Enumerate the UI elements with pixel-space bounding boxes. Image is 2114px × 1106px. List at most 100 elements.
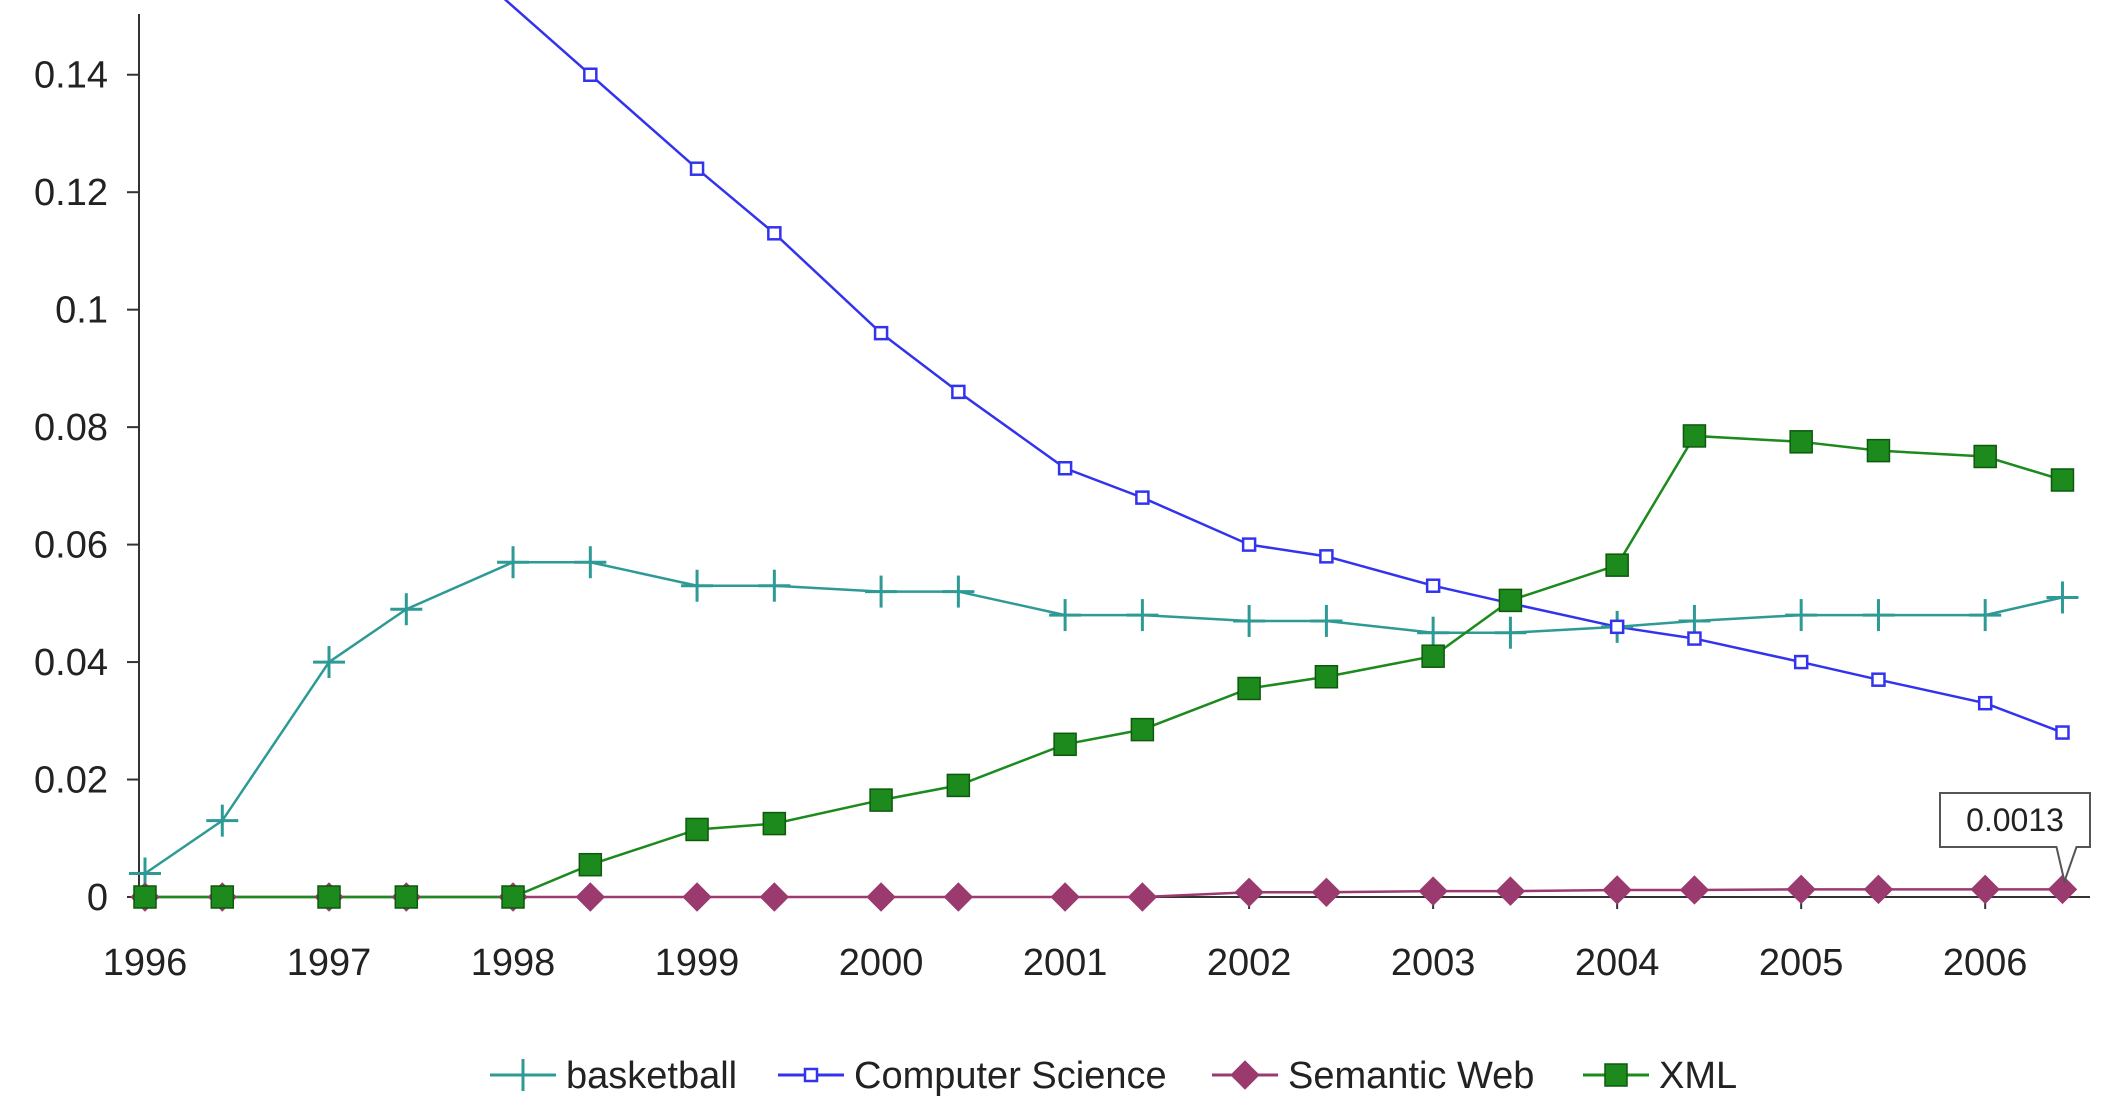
x-tick-label: 1996 — [103, 942, 188, 984]
computer-science-point — [951, 384, 966, 400]
xml-point — [1789, 430, 1813, 454]
semantic-web-point — [1602, 875, 1632, 905]
basketball-point — [1233, 604, 1266, 637]
x-tick-label: 2002 — [1207, 942, 1292, 984]
xml-point — [946, 773, 971, 798]
computer-science-point — [1687, 631, 1702, 646]
semantic-web-point — [1970, 874, 2000, 905]
xml-point — [1973, 444, 1997, 469]
computer-science-point — [1871, 672, 1886, 687]
basketball-point — [1969, 599, 2002, 632]
computer-science-point — [2055, 725, 2070, 740]
semantic-web-point — [1311, 877, 1342, 908]
y-tick-label: 0.02 — [34, 760, 108, 802]
xml-point — [762, 811, 787, 836]
legend-item-semantic-web: Semantic Web — [1212, 1055, 1534, 1097]
xml-point — [1421, 644, 1445, 668]
computer-science-point — [583, 67, 598, 82]
basketball-point — [2046, 581, 2079, 614]
legend-label: Semantic Web — [1288, 1055, 1534, 1097]
computer-science-point — [1319, 549, 1334, 564]
legend-swatch-marker — [803, 1067, 819, 1083]
xml-point — [317, 885, 341, 909]
semantic-web-point — [575, 882, 606, 912]
xml-point — [1498, 588, 1523, 613]
x-tick-label: 2000 — [839, 942, 924, 984]
xml-point — [210, 885, 235, 909]
xml-point — [578, 852, 603, 877]
computer-science-point — [1425, 578, 1441, 593]
y-tick-label: 0.04 — [34, 642, 108, 684]
x-tick-label: 2004 — [1575, 942, 1660, 984]
callout-box — [1939, 792, 2091, 885]
x-tick-label: 2001 — [1023, 942, 1108, 984]
semantic-web-point — [1863, 874, 1894, 905]
basketball-point — [1049, 599, 1082, 632]
y-tick-label: 0.14 — [34, 55, 108, 97]
basketball-point — [390, 593, 423, 626]
xml-point — [394, 885, 419, 909]
x-tick-label: 2005 — [1759, 942, 1844, 984]
basketball-point — [681, 569, 714, 602]
semantic-web-point — [1418, 876, 1448, 906]
semantic-web-point — [1679, 875, 1710, 905]
xml-point — [1682, 424, 1707, 448]
xml-point — [685, 817, 709, 842]
legend-label: basketball — [566, 1055, 737, 1097]
basketball-point — [313, 646, 346, 679]
xml-point — [1237, 676, 1261, 701]
xml-point — [133, 885, 157, 909]
semantic-web-point — [2047, 874, 2078, 905]
computer-science-point — [1241, 537, 1257, 552]
basketball-line — [144, 560, 2063, 875]
legend-swatch-marker — [507, 1059, 539, 1091]
computer-science-point — [873, 325, 889, 341]
x-tick-label: 2003 — [1391, 942, 1476, 984]
y-tick-label: 0.12 — [34, 172, 108, 214]
xml-point — [2050, 468, 2075, 492]
legend-label: Computer Science — [854, 1055, 1167, 1097]
computer-science-point — [767, 226, 782, 241]
legend-label: XML — [1659, 1055, 1737, 1097]
legend-item-xml: XML — [1583, 1055, 1737, 1097]
y-tick-label: 0.1 — [55, 290, 108, 332]
y-tick-label: 0.06 — [34, 525, 108, 567]
semantic-web-point — [1050, 882, 1080, 912]
semantic-web-point — [943, 882, 974, 912]
basketball-point — [942, 575, 975, 608]
basketball-point — [1862, 599, 1895, 632]
xml-point — [1866, 438, 1891, 463]
semantic-web-point — [1234, 877, 1264, 908]
basketball-point — [758, 569, 791, 602]
computer-science-point — [1135, 490, 1150, 505]
xml-line — [145, 434, 2063, 899]
legend-item-computer-science: Computer Science — [778, 1055, 1167, 1097]
basketball-point — [574, 546, 607, 579]
xml-point — [1130, 717, 1155, 742]
xml-point — [501, 885, 525, 909]
basketball-point — [206, 804, 239, 837]
legend: basketball Computer Science Semantic Web XM… — [490, 1055, 1737, 1097]
computer-science-point — [1977, 695, 1993, 711]
axes: 0 0.02 0.04 0.06 0.08 0.1 0.12 0.14 1996 1997 1998… — [34, 14, 2090, 984]
annotation-layer: 0.0013 — [1939, 792, 2091, 885]
semantic-web-point — [1127, 882, 1158, 912]
xml-point — [1605, 553, 1629, 577]
basketball-point — [1310, 604, 1343, 637]
basketball-point — [865, 575, 898, 608]
semantic-web-point — [1495, 876, 1526, 906]
computer-science-point — [1057, 460, 1073, 476]
semantic-web-point — [1786, 874, 1816, 905]
semantic-web-point — [866, 882, 896, 912]
basketball-point — [1494, 616, 1527, 649]
basketball-point — [1126, 599, 1159, 632]
semantic-web-point — [759, 882, 790, 912]
basketball-point — [1785, 599, 1818, 632]
series-layer — [144, 0, 2063, 899]
legend-swatch-marker — [1604, 1063, 1628, 1087]
xml-point — [869, 788, 893, 812]
computer-science-point — [1793, 654, 1809, 670]
legend-item-basketball: basketball — [490, 1055, 737, 1097]
computer-science-point — [1609, 619, 1625, 635]
